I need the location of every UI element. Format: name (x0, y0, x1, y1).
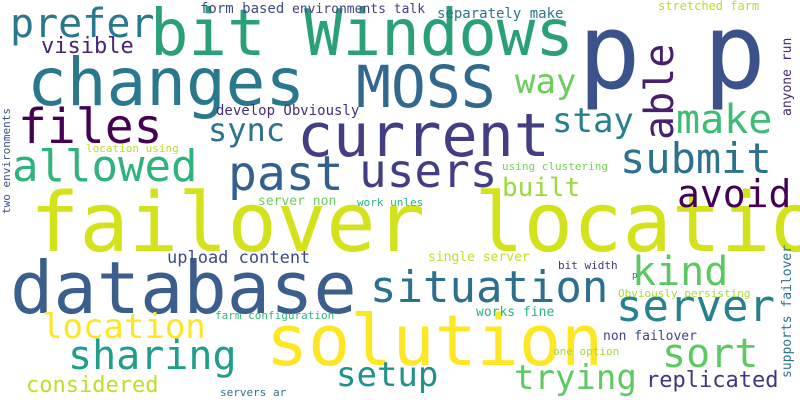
word-server: server (616, 281, 775, 332)
word-sync: sync (208, 111, 286, 149)
word-moss: MOSS (356, 53, 496, 121)
word-solution: solution (266, 300, 604, 382)
word-submit: submit (620, 134, 772, 183)
word-non-failover: non failover (603, 329, 697, 344)
word-location: location (42, 307, 206, 347)
word-server-non: server non (258, 194, 337, 209)
word-form-based: form based (200, 1, 285, 17)
word-users: users (359, 144, 498, 198)
word-works-fine: works fine (476, 305, 555, 320)
word-way: way (515, 62, 577, 102)
word-obviously-persisting: Obviously persisting (618, 287, 751, 300)
word-single-server: single server (428, 250, 530, 265)
word-sort: sort (662, 331, 759, 377)
word-current: current (297, 101, 550, 171)
word-setup: setup (336, 355, 439, 395)
word-files: files (18, 99, 163, 155)
word-replicated: replicated (646, 368, 779, 393)
word-able: able (637, 43, 683, 140)
word-upload-content: upload content (167, 248, 311, 268)
word-kind: kind (632, 249, 729, 295)
word-failover-location: failover location (30, 176, 800, 271)
word-location-using: location using (86, 142, 179, 155)
word-work-unles: work unles (357, 196, 424, 209)
word-p-small: p (632, 271, 638, 281)
word-two-environments: two environments (0, 108, 13, 214)
word-past: past (228, 146, 344, 202)
word-stretched-farm: stretched farm (658, 0, 760, 13)
word-farm-configuration: farm configuration (215, 309, 335, 322)
word-using-clustering: using clustering (502, 160, 608, 173)
word-bit-windows: bit Windows (150, 0, 574, 71)
word-situation: situation (370, 262, 609, 313)
word-database: database (10, 246, 357, 330)
word-make: make (676, 97, 773, 143)
word-p-p: p p (578, 0, 766, 113)
word-allowed: allowed (12, 141, 198, 192)
word-bit-width: bit width (558, 259, 618, 272)
word-one-option: one option (553, 345, 620, 358)
word-changes: changes (27, 44, 306, 121)
word-trying: trying (514, 358, 637, 398)
word-environments-talk: environments talk (292, 2, 426, 17)
word-prefer: prefer (10, 1, 155, 47)
word-visible: visible (41, 34, 134, 59)
word-built: built (502, 173, 581, 203)
word-anyone-run: anyone run (780, 37, 795, 116)
word-stay: stay (552, 101, 634, 141)
word-servers-ar: servers ar (220, 386, 287, 399)
word-considered: considered (26, 373, 159, 398)
word-sharing: sharing (68, 333, 237, 379)
word-develop-obviously: develop Obviously (216, 103, 360, 119)
word-avoid: avoid (677, 172, 792, 216)
word-supports-failover: supports failover (780, 244, 795, 378)
word-separately-make: separately make (437, 6, 564, 22)
